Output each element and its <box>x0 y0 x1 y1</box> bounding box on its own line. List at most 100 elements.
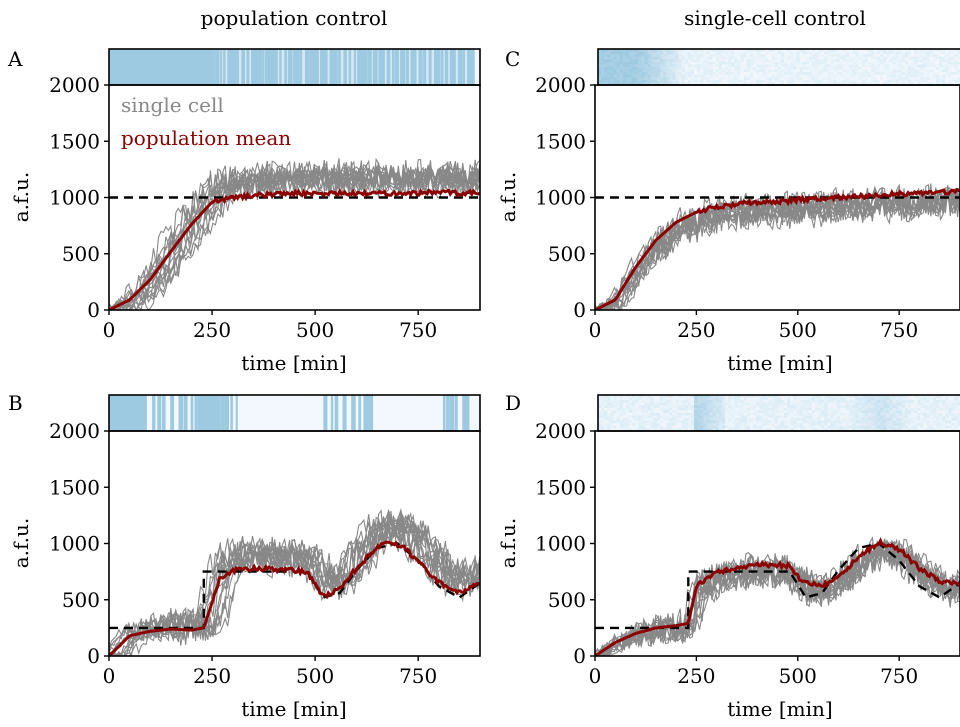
light-heatmap-cell <box>945 69 949 73</box>
light-heatmap-cell <box>613 402 618 406</box>
light-heatmap-cell <box>734 418 739 422</box>
light-heatmap-cell <box>728 418 732 422</box>
light-heatmap-cell <box>780 82 785 85</box>
light-heatmap-cell <box>700 415 704 419</box>
light-heatmap-cell <box>870 415 875 419</box>
light-heatmap-cell <box>635 77 639 81</box>
light-heatmap-cell <box>663 49 667 53</box>
light-heatmap-cell <box>697 425 701 430</box>
light-heatmap-cell <box>877 59 881 63</box>
light-heatmap-cell <box>681 415 686 419</box>
light-heatmap-cell <box>886 405 890 409</box>
light-heatmap-cell <box>598 72 602 76</box>
light-heatmap-cell <box>678 82 683 85</box>
light-heatmap-cell <box>678 67 683 71</box>
light-heatmap-cell <box>787 51 791 55</box>
light-heatmap-cell <box>877 420 881 424</box>
light-heatmap-cell <box>793 423 797 427</box>
population-mean-line <box>109 188 480 310</box>
light-heatmap-cell <box>613 397 618 401</box>
light-heatmap-cell <box>765 407 770 412</box>
light-heatmap-cell <box>827 64 832 68</box>
light-heatmap-cell <box>787 425 791 430</box>
light-heatmap-cell <box>638 74 642 78</box>
light-heatmap-cell <box>725 425 729 430</box>
plot-area <box>109 157 480 310</box>
light-heatmap-cell <box>917 420 921 424</box>
light-heatmap-cell <box>749 51 754 55</box>
light-heatmap-cell <box>715 397 720 401</box>
light-heatmap-cell <box>942 423 946 427</box>
light-heatmap-cell <box>759 74 763 78</box>
light-heatmap-cell <box>830 67 835 71</box>
light-heatmap-cell <box>678 402 683 406</box>
light-heatmap-cell <box>737 64 742 68</box>
light-heatmap-cell <box>768 400 773 404</box>
light-heatmap-cell <box>883 418 887 422</box>
light-heatmap-cell <box>855 56 859 60</box>
light-heatmap-cell <box>914 418 918 422</box>
light-heatmap-cell <box>641 69 646 73</box>
light-heatmap-cell <box>660 51 664 55</box>
light-heatmap-cell <box>678 407 683 412</box>
light-heatmap-cell <box>864 67 869 71</box>
light-heatmap-cell <box>638 400 642 404</box>
light-heatmap-cell <box>877 418 881 422</box>
light-heatmap-cell <box>709 415 714 419</box>
light-heatmap-cell <box>790 49 794 53</box>
single-cell-trace <box>109 157 480 310</box>
light-heatmap-cell <box>613 418 618 422</box>
light-heatmap-cell <box>771 64 776 68</box>
light-heatmap-cell <box>601 49 605 53</box>
light-heatmap-cell <box>762 410 766 414</box>
light-heatmap-cell <box>861 59 866 63</box>
light-heatmap-cell <box>697 423 701 427</box>
light-heatmap-cell <box>784 51 788 55</box>
light-heatmap-cell <box>722 59 726 63</box>
light-heatmap-cell <box>892 420 897 424</box>
light-heatmap-cell <box>914 415 918 419</box>
light-heatmap-cell <box>808 405 813 409</box>
light-heatmap-cell <box>926 51 931 55</box>
light-heatmap-cell <box>957 79 960 84</box>
light-heatmap-cell <box>815 420 819 424</box>
light-heatmap-cell <box>942 418 946 422</box>
light-heatmap-cell <box>948 61 952 66</box>
light-heatmap-cell <box>830 425 835 430</box>
light-heatmap-cell <box>923 407 928 412</box>
light-heatmap-cell <box>886 67 890 71</box>
light-heatmap-cell <box>830 400 835 404</box>
light-heatmap-cell <box>622 59 627 63</box>
light-heatmap-cell <box>666 410 670 414</box>
light-heatmap-cell <box>694 410 698 414</box>
light-heatmap-cell <box>700 77 704 81</box>
light-heatmap-cell <box>669 69 673 73</box>
light-heatmap-cell <box>880 56 884 60</box>
light-heatmap-cell <box>799 79 804 84</box>
light-heatmap-cell <box>687 67 692 71</box>
light-heatmap-cell <box>892 397 897 401</box>
light-heatmap-cell <box>855 77 859 81</box>
light-heatmap-cell <box>598 397 602 401</box>
light-heatmap-cell <box>867 72 872 76</box>
light-heatmap-cell <box>939 79 943 84</box>
single-cell-trace <box>595 184 960 310</box>
light-heatmap-cell <box>647 407 652 412</box>
light-heatmap-cell <box>629 400 633 404</box>
light-heatmap-cell <box>700 59 704 63</box>
light-heatmap-cell <box>846 402 850 406</box>
light-heatmap-cell <box>632 51 636 55</box>
light-heatmap-cell <box>799 413 804 417</box>
light-heatmap-cell <box>641 64 646 68</box>
light-heatmap-cell <box>619 395 624 399</box>
light-heatmap-cell <box>743 418 748 422</box>
light-heatmap-cell <box>883 423 887 427</box>
light-heatmap-cell <box>703 428 708 431</box>
light-heatmap-cell <box>666 61 670 66</box>
light-heatmap-cell <box>728 67 732 71</box>
light-heatmap-cell <box>824 61 828 66</box>
light-heatmap-cell <box>722 67 726 71</box>
light-heatmap-cell <box>858 64 863 68</box>
light-heatmap-cell <box>858 415 863 419</box>
